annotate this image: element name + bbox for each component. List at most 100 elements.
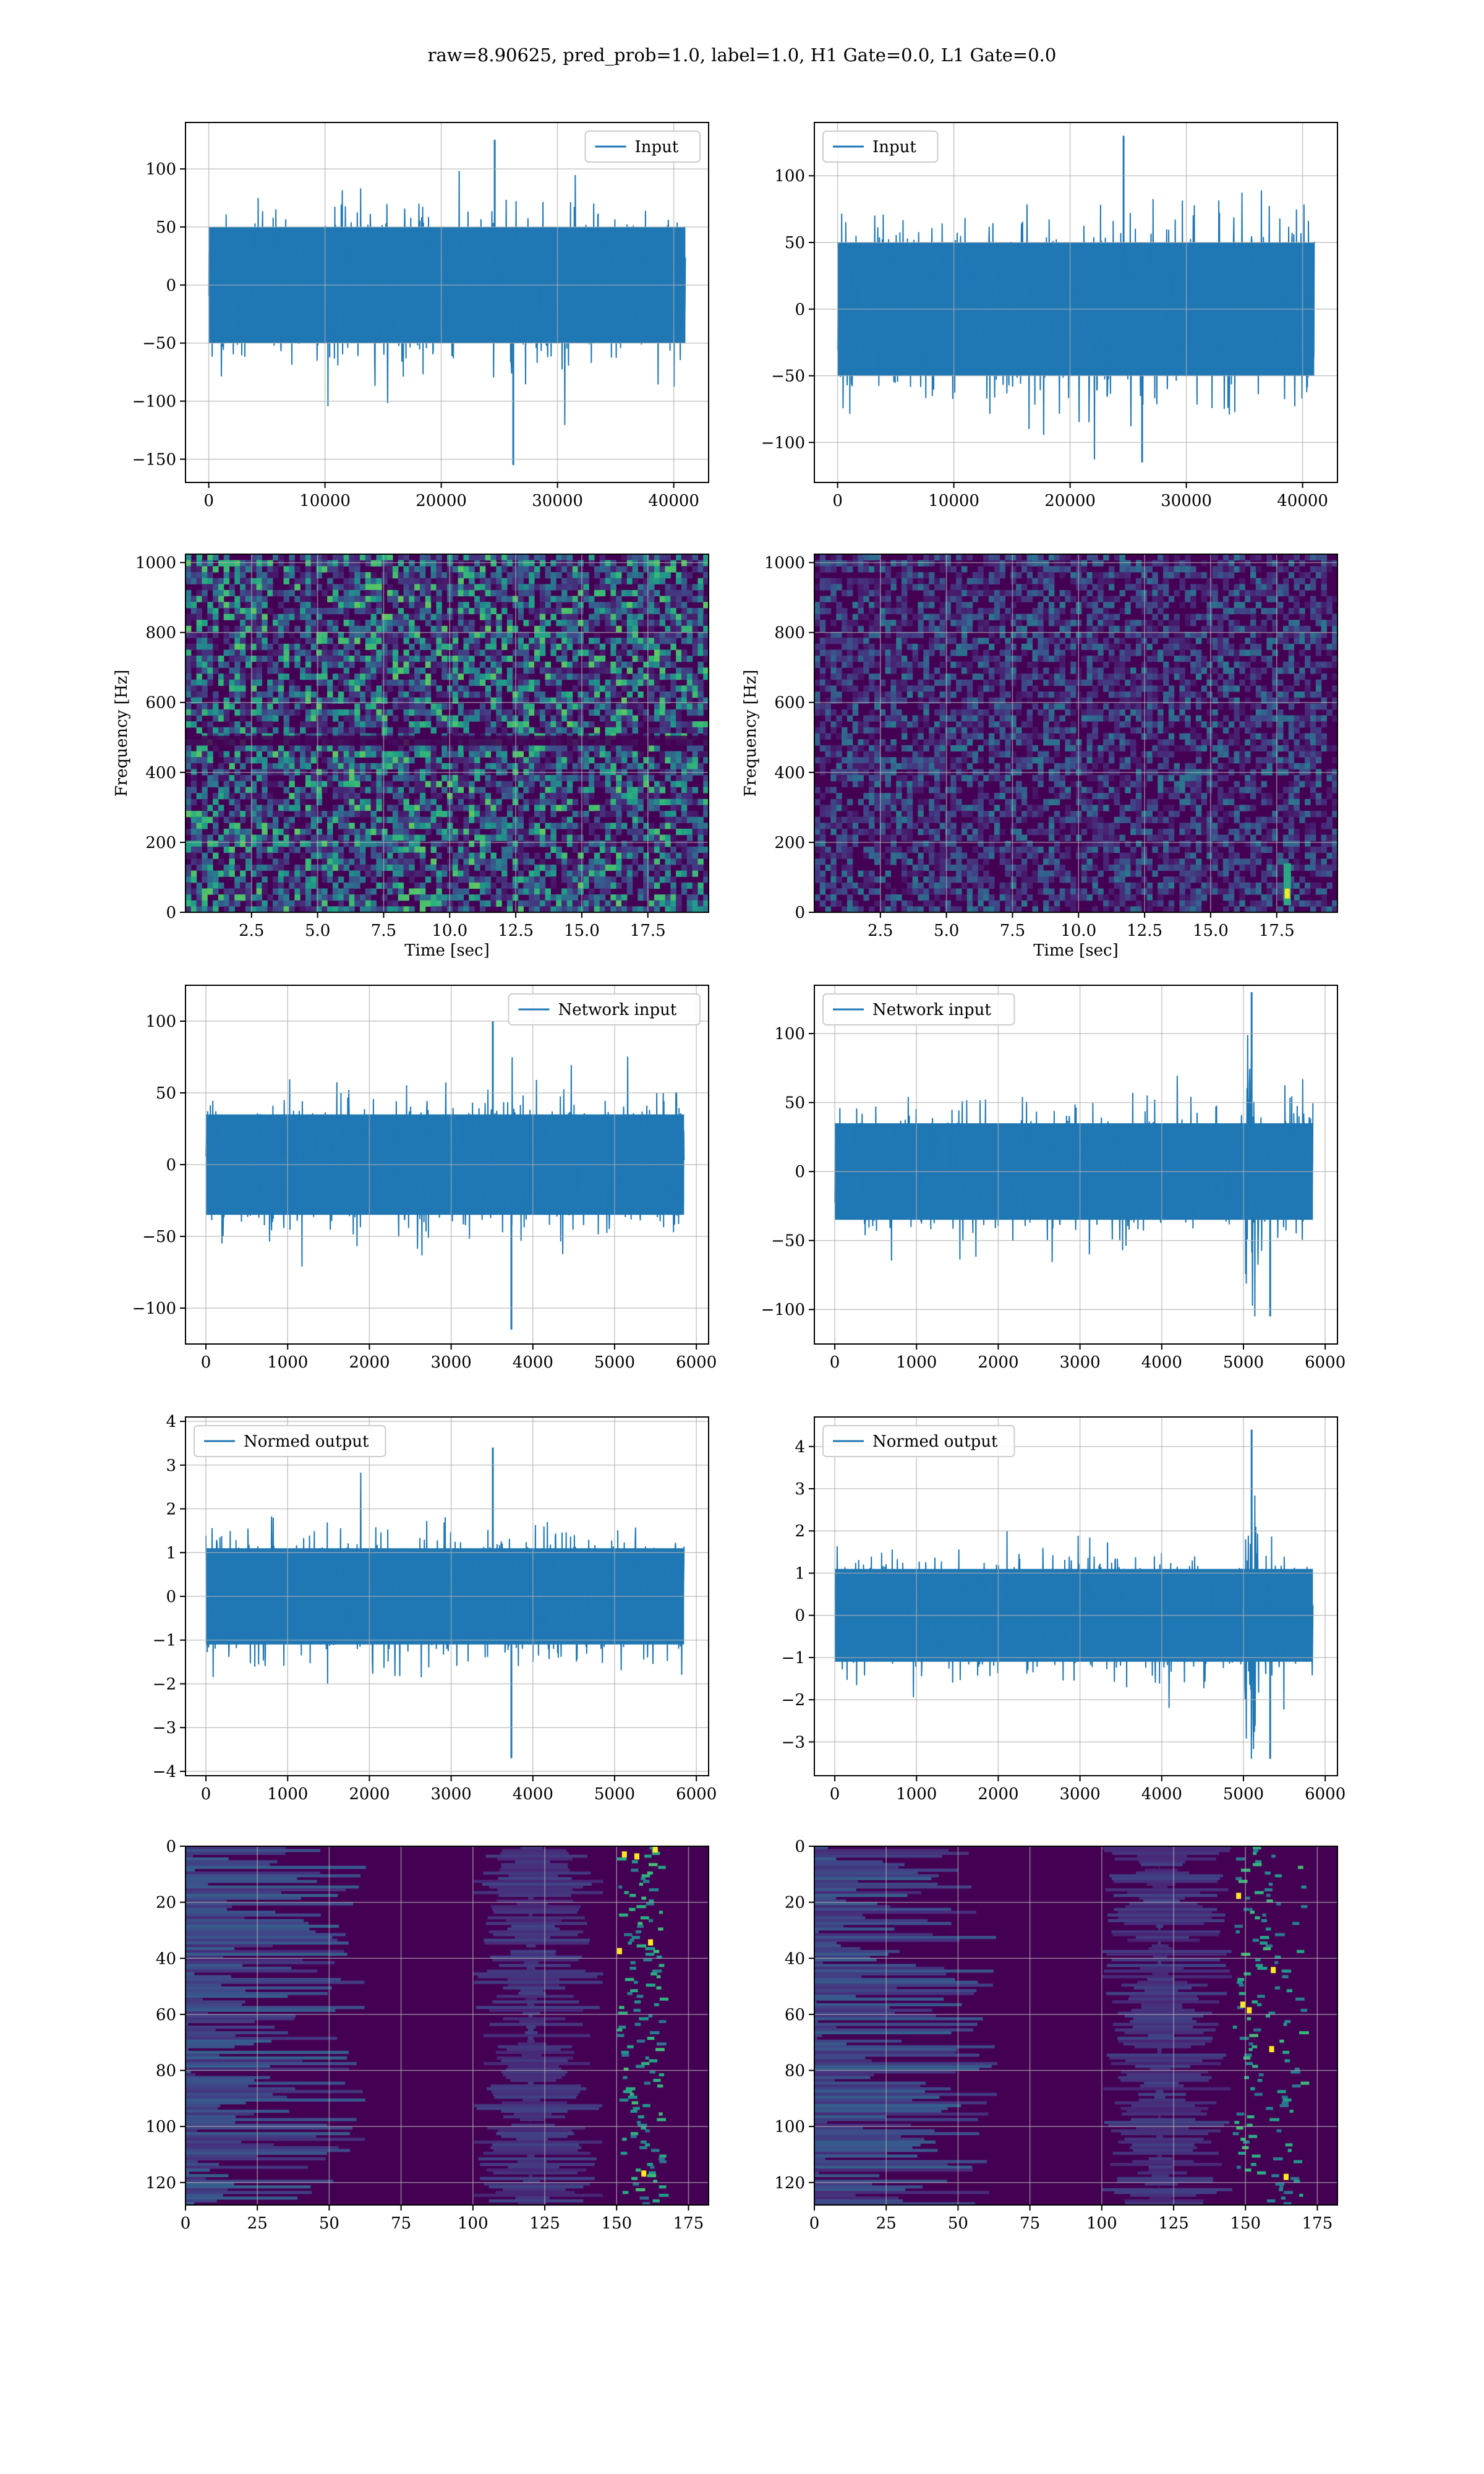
heatmap-cell: [469, 805, 475, 811]
heatmap-cell: [409, 584, 415, 591]
heatmap-cell: [556, 823, 562, 829]
heatmap-cell: [365, 805, 372, 811]
heatmap-cell: [370, 888, 377, 895]
heatmap-cell: [283, 596, 290, 602]
heatmap-cell: [474, 864, 480, 871]
heatmap-cell: [392, 816, 399, 823]
heatmap-cell: [665, 572, 671, 579]
heatmap-cell: [490, 882, 497, 889]
heatmap-cell: [338, 596, 344, 602]
heatmap-cell: [360, 607, 366, 615]
heatmap-cell: [338, 638, 344, 644]
heatmap-cell: [556, 852, 562, 859]
heatmap-cell: [632, 602, 639, 609]
heatmap-cell: [523, 841, 529, 847]
heatmap-cell: [599, 823, 606, 829]
heatmap-cell: [825, 751, 832, 758]
heatmap-cell: [703, 566, 709, 573]
heatmap-cell: [545, 852, 552, 859]
heatmap-cell: [589, 602, 595, 609]
heatmap-cell: [846, 674, 853, 680]
heatmap-cell: [338, 709, 344, 716]
heatmap-cell: [387, 572, 393, 579]
heatmap-cell: [643, 709, 649, 716]
heatmap-cell: [686, 614, 693, 620]
heatmap-cell: [534, 798, 540, 805]
heatmap-cell: [186, 882, 192, 889]
heatmap-cell: [561, 625, 568, 633]
heatmap-cell: [469, 811, 475, 818]
heatmap-cell: [814, 584, 821, 591]
heatmap-cell: [858, 667, 864, 674]
heatmap-cell: [392, 828, 399, 836]
heatmap-cell: [338, 864, 344, 871]
heatmap-cell: [278, 631, 284, 638]
heatmap-cell: [594, 674, 600, 680]
heatmap-cell: [218, 834, 224, 841]
heatmap-cell: [485, 674, 492, 680]
heatmap-cell: [398, 691, 404, 698]
heatmap-cell: [186, 721, 192, 728]
heatmap-cell: [616, 757, 622, 764]
heatmap-cell: [327, 894, 333, 901]
heatmap-cell: [561, 900, 568, 907]
heatmap-cell: [599, 882, 606, 889]
heatmap-cell: [589, 721, 595, 728]
heatmap-cell: [196, 811, 203, 818]
heatmap-cell: [338, 900, 344, 907]
heatmap-cell: [874, 631, 881, 638]
heatmap-cell: [929, 578, 935, 584]
heatmap-cell: [649, 625, 655, 633]
heatmap-cell: [327, 560, 333, 567]
heatmap-cell: [649, 798, 655, 805]
heatmap-cell: [874, 596, 881, 602]
heatmap-cell: [419, 679, 426, 686]
heatmap-cell: [638, 763, 644, 770]
heatmap-cell: [273, 649, 279, 656]
heatmap-cell: [583, 757, 589, 764]
heatmap-cell: [825, 697, 832, 704]
heatmap-cell: [697, 751, 704, 758]
heatmap-cell: [583, 787, 589, 794]
heatmap-cell: [589, 894, 595, 901]
heatmap-cell: [414, 566, 420, 573]
heatmap-cell: [458, 876, 464, 883]
heatmap-cell: [186, 894, 192, 901]
heatmap-cell: [621, 745, 628, 752]
heatmap-cell: [234, 882, 241, 889]
heatmap-cell: [621, 602, 628, 609]
heatmap-cell: [403, 709, 409, 716]
heatmap-cell: [842, 625, 848, 633]
heatmap-cell: [906, 823, 913, 829]
heatmap-cell: [218, 763, 224, 770]
heatmap-cell: [589, 649, 595, 656]
heatmap-cell: [830, 674, 837, 680]
heatmap-cell: [496, 703, 502, 710]
heatmap-cell: [556, 596, 562, 602]
heatmap-cell: [918, 775, 924, 782]
heatmap-cell: [556, 709, 562, 716]
heatmap-cell: [458, 578, 464, 584]
heatmap-cell: [589, 697, 595, 704]
heatmap-cell: [529, 906, 535, 912]
heatmap-cell: [234, 614, 241, 620]
heatmap-cell: [349, 823, 355, 829]
heatmap-cell: [382, 858, 388, 865]
heatmap-cell: [610, 584, 616, 591]
heatmap-cell: [529, 607, 535, 615]
heatmap-cell: [196, 596, 203, 602]
heatmap-cell: [273, 888, 279, 895]
heatmap-cell: [305, 560, 312, 567]
heatmap-cell: [474, 572, 480, 579]
heatmap-cell: [654, 674, 660, 680]
heatmap-cell: [621, 781, 628, 787]
heatmap-cell: [830, 566, 837, 573]
heatmap-cell: [273, 811, 279, 818]
heatmap-cell: [398, 554, 404, 561]
heatmap-cell: [518, 846, 524, 854]
heatmap-cell: [398, 757, 404, 764]
heatmap-cell: [300, 596, 306, 602]
heatmap-cell: [518, 793, 524, 800]
heatmap-cell: [229, 846, 235, 854]
heatmap-cell: [278, 703, 284, 710]
